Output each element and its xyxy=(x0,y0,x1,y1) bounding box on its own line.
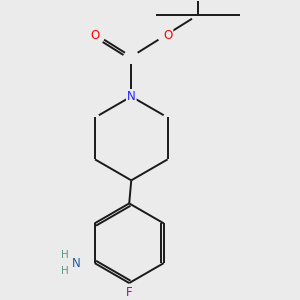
Text: O: O xyxy=(163,29,172,42)
Text: N: N xyxy=(127,90,136,103)
Text: N: N xyxy=(72,256,81,270)
Text: F: F xyxy=(126,286,133,298)
Text: H: H xyxy=(61,250,69,260)
Text: O: O xyxy=(90,29,99,42)
Text: H: H xyxy=(61,266,69,276)
